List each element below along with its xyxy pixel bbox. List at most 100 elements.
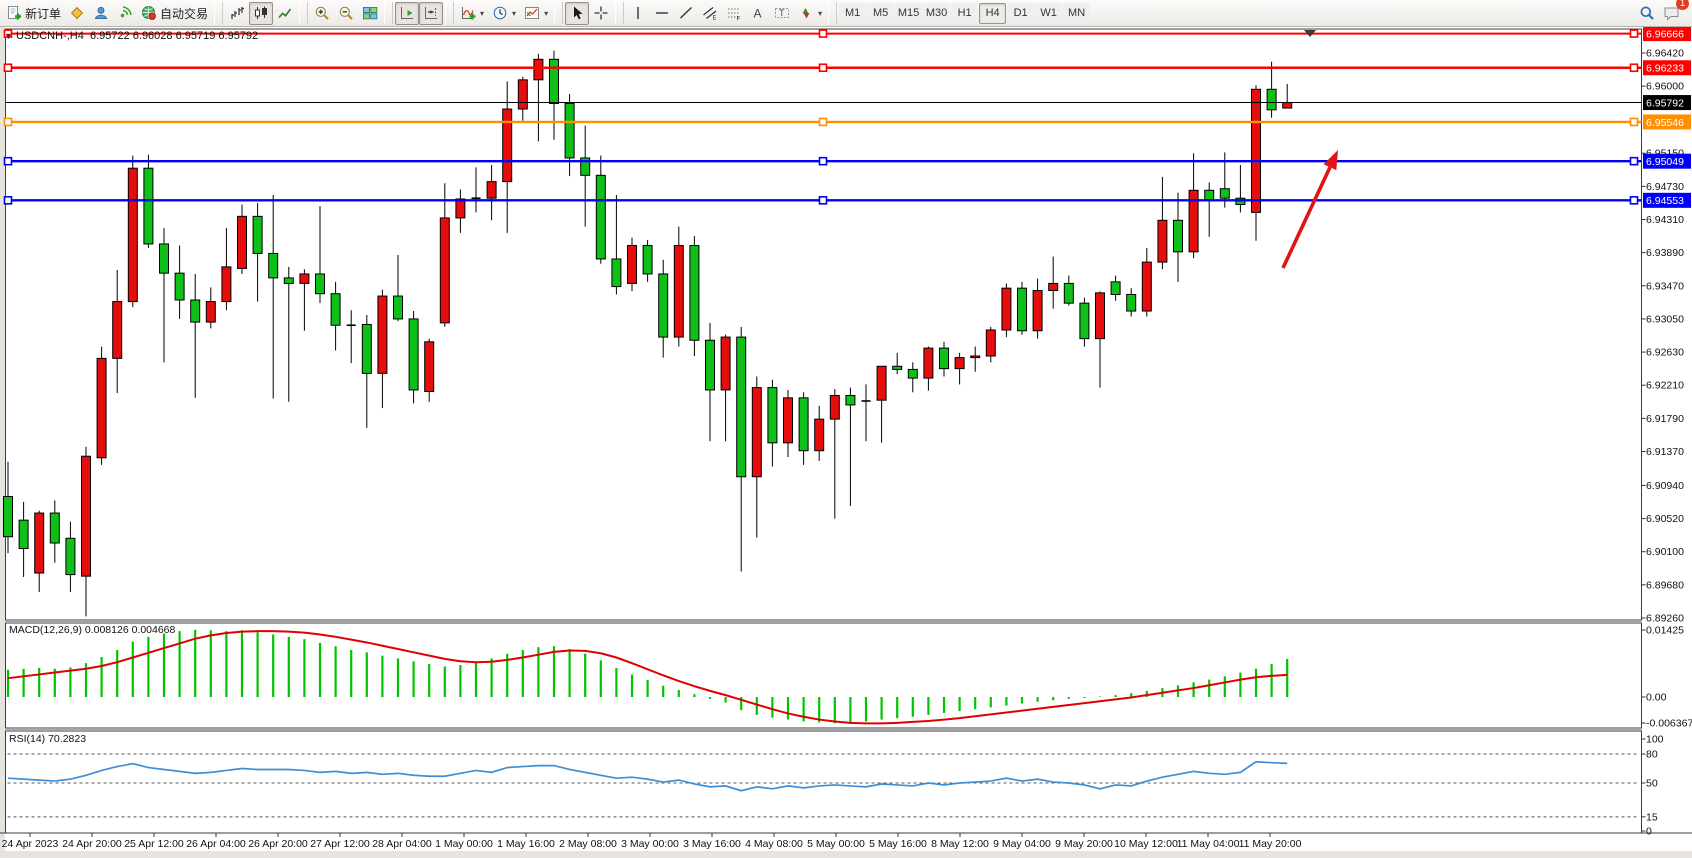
- candle-body[interactable]: [486, 181, 497, 199]
- candle-body[interactable]: [1032, 290, 1043, 332]
- candle-body[interactable]: [923, 347, 934, 379]
- crosshair-button[interactable]: [589, 2, 613, 25]
- line-handle[interactable]: [818, 156, 828, 166]
- line-handle[interactable]: [818, 117, 828, 127]
- templates-button[interactable]: ▾: [520, 2, 552, 25]
- chat-button[interactable]: [1659, 2, 1684, 25]
- timeframe-button-M30[interactable]: M30: [923, 2, 951, 24]
- candle-body[interactable]: [315, 273, 325, 295]
- line-handle[interactable]: [818, 63, 828, 73]
- candle-body[interactable]: [954, 357, 965, 370]
- indicators-button[interactable]: ▾: [456, 2, 488, 25]
- zoom-in-button[interactable]: [310, 2, 334, 25]
- candle-body[interactable]: [814, 418, 825, 452]
- line-handle[interactable]: [1629, 156, 1639, 166]
- candle-body[interactable]: [751, 387, 762, 478]
- candle-body[interactable]: [985, 329, 996, 357]
- candle-body[interactable]: [1219, 188, 1230, 199]
- search-button[interactable]: [1635, 2, 1659, 25]
- rsi-pane[interactable]: [5, 730, 1642, 834]
- candle-body[interactable]: [81, 455, 91, 577]
- line-handle[interactable]: [3, 117, 13, 127]
- candle-body[interactable]: [720, 336, 731, 391]
- candle-body[interactable]: [829, 394, 840, 420]
- candle-body[interactable]: [517, 79, 528, 110]
- candle-body[interactable]: [205, 301, 216, 323]
- candle-body[interactable]: [65, 537, 76, 576]
- candle-body[interactable]: [1204, 189, 1215, 201]
- candle-body[interactable]: [34, 512, 45, 574]
- candle-body[interactable]: [361, 323, 372, 374]
- trend-arrow-head[interactable]: [1323, 150, 1338, 171]
- candle-body[interactable]: [549, 58, 559, 105]
- candle-body[interactable]: [252, 215, 263, 254]
- text-button[interactable]: A: [746, 2, 770, 25]
- timeframe-button-W1[interactable]: W1: [1035, 2, 1063, 24]
- shapes-button[interactable]: ▾: [794, 2, 826, 25]
- community-button[interactable]: [89, 2, 113, 25]
- candle-body[interactable]: [127, 167, 138, 303]
- candle-body[interactable]: [939, 347, 949, 370]
- channel-button[interactable]: E: [698, 2, 722, 25]
- candle-body[interactable]: [1188, 189, 1199, 253]
- candle-body[interactable]: [143, 167, 154, 245]
- candle-body[interactable]: [1251, 88, 1261, 213]
- candle-body[interactable]: [49, 512, 60, 544]
- candle-body[interactable]: [1282, 102, 1293, 109]
- line-handle[interactable]: [1629, 117, 1639, 127]
- timeframe-button-D1[interactable]: D1: [1007, 2, 1035, 24]
- candle-body[interactable]: [1063, 282, 1074, 304]
- line-handle[interactable]: [3, 196, 13, 205]
- bar-chart-button[interactable]: [225, 2, 249, 25]
- candle-body[interactable]: [1266, 88, 1277, 111]
- candle-body[interactable]: [611, 258, 622, 288]
- candle-body[interactable]: [393, 295, 403, 320]
- candle-body[interactable]: [1001, 287, 1012, 331]
- candle-body[interactable]: [1048, 282, 1059, 292]
- candle-body[interactable]: [658, 273, 669, 338]
- line-handle[interactable]: [818, 196, 828, 205]
- candle-body[interactable]: [190, 299, 201, 323]
- candle-body[interactable]: [502, 108, 513, 183]
- candle-body[interactable]: [705, 339, 715, 391]
- candle-body[interactable]: [112, 301, 123, 359]
- main-pane[interactable]: [5, 28, 1642, 621]
- timeframe-button-H4[interactable]: H4: [979, 2, 1007, 24]
- fibonacci-button[interactable]: F: [722, 2, 746, 25]
- candle-body[interactable]: [689, 245, 700, 341]
- timeframe-button-MN[interactable]: MN: [1063, 2, 1091, 24]
- candle-body[interactable]: [564, 103, 575, 159]
- candle-body[interactable]: [798, 397, 809, 452]
- timeframe-button-M5[interactable]: M5: [867, 2, 895, 24]
- candle-body[interactable]: [1017, 287, 1027, 332]
- timeframe-button-M15[interactable]: M15: [895, 2, 923, 24]
- chart-shift-marker-icon[interactable]: [1304, 30, 1316, 37]
- auto-scroll-button[interactable]: [395, 1, 420, 25]
- line-handle[interactable]: [3, 156, 13, 166]
- autotrade-button[interactable]: 自动交易: [137, 2, 212, 25]
- cursor-button[interactable]: [565, 1, 590, 25]
- periods-button[interactable]: ▾: [488, 2, 520, 25]
- new-order-button[interactable]: 新订单: [2, 2, 65, 25]
- candle-body[interactable]: [439, 217, 450, 324]
- candle-body[interactable]: [892, 365, 903, 370]
- candle-body[interactable]: [595, 174, 606, 260]
- macd-pane[interactable]: [5, 622, 1642, 729]
- zoom-out-button[interactable]: [334, 2, 358, 25]
- text-label-button[interactable]: T: [770, 2, 794, 25]
- candle-body[interactable]: [533, 58, 544, 81]
- line-handle[interactable]: [3, 63, 13, 73]
- vertical-line-button[interactable]: [626, 2, 650, 25]
- line-handle[interactable]: [1629, 196, 1639, 205]
- candle-body[interactable]: [1095, 292, 1105, 340]
- candle-body[interactable]: [845, 394, 856, 406]
- candle-body[interactable]: [3, 495, 13, 538]
- candle-body[interactable]: [455, 198, 466, 219]
- timeframe-button-H1[interactable]: H1: [951, 2, 979, 24]
- candle-body[interactable]: [268, 252, 279, 279]
- candle-body[interactable]: [1157, 219, 1168, 263]
- candle-body[interactable]: [299, 273, 310, 284]
- candle-body[interactable]: [221, 266, 232, 303]
- line-handle[interactable]: [3, 29, 13, 38]
- candle-body[interactable]: [237, 215, 247, 269]
